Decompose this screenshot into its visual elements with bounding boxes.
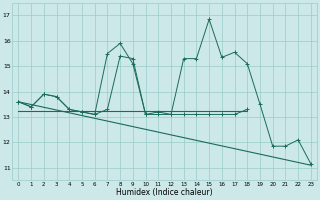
X-axis label: Humidex (Indice chaleur): Humidex (Indice chaleur) — [116, 188, 213, 197]
